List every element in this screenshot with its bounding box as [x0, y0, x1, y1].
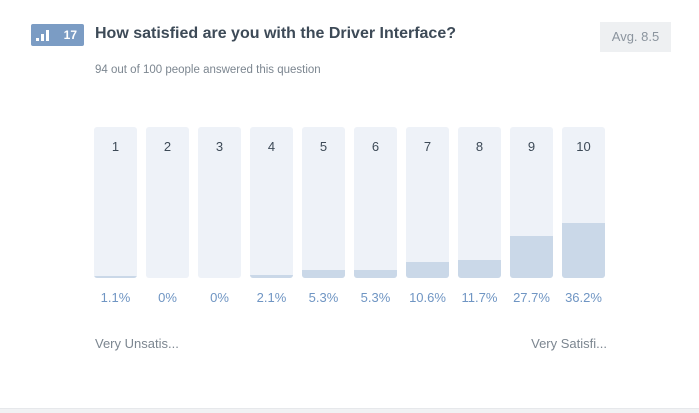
rating-label: 3	[215, 139, 224, 154]
scale-low-label: Very Unsatis...	[95, 336, 179, 351]
scale-high-label: Very Satisfi...	[531, 336, 607, 351]
percent-label: 27.7%	[513, 290, 550, 305]
bar-fill	[94, 276, 137, 278]
bar-track	[94, 127, 137, 278]
bar-fill	[406, 262, 449, 278]
percent-label: 0%	[158, 290, 177, 305]
rating-distribution-chart: 1 1.1% 2 0% 3 0% 4 2.1% 5 5.3% 6 5.3% 7 10.6% 8 11.7% 9 2…	[94, 127, 608, 317]
question-title: How satisfied are you with the Driver In…	[95, 25, 456, 42]
rating-label: 8	[475, 139, 484, 154]
percent-label: 1.1%	[100, 290, 131, 305]
question-number: 17	[63, 28, 77, 42]
bar-fill	[562, 223, 605, 278]
bar-track	[562, 127, 605, 278]
bar-track	[406, 127, 449, 278]
bar-track	[354, 127, 397, 278]
bar-track	[302, 127, 345, 278]
bar-fill	[302, 270, 345, 278]
percent-label: 11.7%	[461, 290, 498, 305]
rating-label: 1	[111, 139, 120, 154]
response-count: 94 out of 100 people answered this quest…	[95, 64, 321, 76]
rating-label: 5	[319, 139, 328, 154]
card-divider	[0, 408, 699, 413]
bar-fill	[510, 236, 553, 278]
percent-label: 10.6%	[409, 290, 446, 305]
rating-label: 7	[423, 139, 432, 154]
bar-track	[250, 127, 293, 278]
bar-chart-icon	[36, 29, 52, 41]
bar-track	[458, 127, 501, 278]
percent-label: 5.3%	[360, 290, 391, 305]
bar-track	[198, 127, 241, 278]
bar-track	[510, 127, 553, 278]
question-number-badge: 17	[31, 24, 84, 46]
bar-track	[146, 127, 189, 278]
rating-label: 6	[371, 139, 380, 154]
bar-fill	[458, 260, 501, 278]
bar-fill	[354, 270, 397, 278]
rating-label: 10	[576, 139, 591, 154]
bar-fill	[250, 274, 293, 278]
rating-label: 2	[163, 139, 172, 154]
average-badge: Avg. 8.5	[600, 22, 671, 52]
rating-label: 4	[267, 139, 276, 154]
rating-label: 9	[527, 139, 536, 154]
percent-label: 0%	[210, 290, 229, 305]
percent-label: 5.3%	[308, 290, 339, 305]
percent-label: 36.2%	[565, 290, 602, 305]
percent-label: 2.1%	[256, 290, 287, 305]
